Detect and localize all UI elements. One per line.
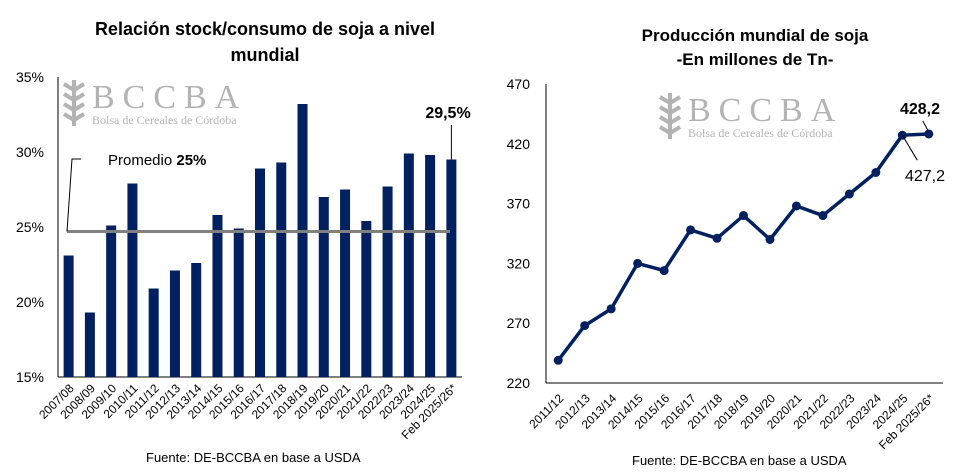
average-leader-line: [66, 158, 81, 232]
bar: [361, 221, 372, 377]
right-source: Fuente: DE-BCCBA en base a USDA: [632, 453, 847, 468]
last-value-label: 428,2: [900, 101, 940, 118]
data-point: [924, 129, 934, 139]
bar: [255, 168, 265, 377]
last-value-label: 29,5%: [425, 105, 470, 122]
bar: [403, 153, 414, 377]
prev-value-label: 427,2: [905, 168, 945, 185]
y-tick-label: 220: [507, 375, 531, 391]
average-label: Promedio 25%: [108, 152, 206, 169]
series-line: [556, 132, 929, 362]
left-chart-title: Relación stock/consumo de soja a nivel m…: [94, 19, 436, 65]
data-point: [553, 355, 563, 365]
y-tick-label: 20%: [16, 294, 44, 310]
bar: [297, 104, 308, 377]
bar: [233, 228, 244, 377]
bar: [340, 189, 351, 377]
logo-text: BCCBA: [92, 79, 247, 116]
bar: [127, 183, 138, 377]
data-point: [606, 304, 616, 314]
data-point: [818, 211, 828, 221]
bar: [84, 312, 95, 377]
y-tick-label: 270: [507, 315, 531, 331]
data-point: [844, 189, 854, 199]
data-point: [659, 266, 669, 276]
logo-text: BCCBA: [688, 92, 843, 129]
bar: [212, 215, 223, 377]
logo-subtitle: Bolsa de Cereales de Córdoba: [688, 126, 833, 140]
average-label-value: 25%: [176, 152, 206, 169]
y-tick-label: 35%: [16, 69, 44, 85]
y-tick-label: 420: [507, 136, 531, 152]
y-tick-label: 25%: [16, 219, 44, 235]
bar: [446, 159, 457, 377]
bar: [63, 255, 74, 377]
bar: [318, 197, 329, 377]
logo-subtitle: Bolsa de Cereales de Córdoba: [92, 113, 237, 127]
last-value-leader: [922, 120, 929, 131]
data-point: [871, 168, 881, 178]
right-chart-title: Producción mundial de soja: [641, 26, 869, 45]
data-point: [633, 258, 643, 268]
y-tick-label: 470: [507, 76, 531, 92]
bar: [169, 270, 180, 377]
bar: [148, 288, 159, 377]
average-label-prefix: Promedio: [108, 152, 176, 169]
data-point: [712, 233, 722, 243]
data-point: [765, 234, 775, 244]
bar: [382, 186, 393, 377]
data-point: [580, 321, 590, 331]
prev-value-leader: [901, 134, 918, 161]
y-tick-label: 15%: [16, 369, 44, 385]
right-chart-subtitle: -En millones de Tn-: [676, 50, 834, 69]
y-tick-label: 370: [507, 196, 531, 212]
left-source: Fuente: DE-BCCBA en base a USDA: [146, 450, 361, 465]
bar: [276, 162, 287, 377]
data-point: [686, 225, 696, 235]
wheat-icon: [62, 80, 86, 126]
wheat-icon: [658, 93, 682, 139]
y-tick-label: 320: [507, 255, 531, 271]
data-point: [739, 211, 748, 221]
y-tick-label: 30%: [16, 144, 44, 160]
data-point: [791, 201, 801, 211]
bar: [106, 225, 117, 377]
bar: [191, 263, 202, 377]
bar: [425, 155, 436, 377]
